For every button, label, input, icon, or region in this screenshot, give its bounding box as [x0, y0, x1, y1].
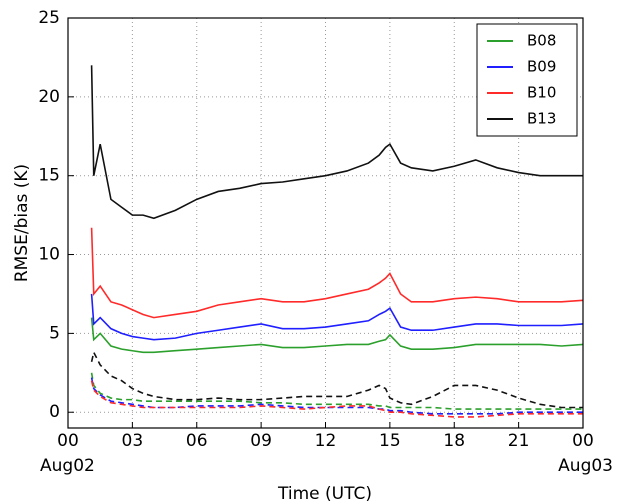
bias-line	[90, 377, 583, 415]
rmse-line	[90, 227, 584, 319]
x-tick-label: 06	[186, 431, 208, 451]
rmse-line	[90, 65, 583, 220]
legend-label: B10	[527, 84, 556, 102]
legend-box	[476, 23, 578, 137]
bias-line	[90, 380, 583, 418]
y-tick-label: 25	[38, 8, 60, 28]
legend-label: B13	[527, 110, 556, 128]
x-axis-label: Time (UTC)	[277, 484, 372, 504]
x-tick-label: 18	[443, 431, 465, 451]
x-date-label: Aug02	[40, 456, 95, 476]
legend-label: B08	[527, 32, 556, 50]
rmse-line	[90, 293, 584, 341]
bias-line	[90, 372, 583, 410]
y-tick-label: 15	[38, 166, 60, 186]
y-tick-label: 5	[49, 323, 60, 343]
y-axis-label: RMSE/bias (K)	[12, 164, 32, 282]
x-tick-label: 15	[379, 431, 401, 451]
x-tick-label: 00	[57, 431, 79, 451]
bias-line	[90, 349, 583, 409]
legend: B08 B09 B10 B13	[476, 23, 578, 137]
y-tick-label: 0	[49, 402, 60, 422]
y-tick-label: 10	[38, 245, 60, 265]
x-date-label: Aug03	[558, 456, 613, 476]
legend-label: B09	[527, 58, 556, 76]
plot-frame	[67, 17, 584, 429]
x-tick-label: 21	[508, 431, 530, 451]
x-tick-label: 09	[250, 431, 272, 451]
x-tick-label: 00	[572, 431, 594, 451]
y-tick-label: 20	[38, 87, 60, 107]
x-tick-label: 03	[122, 431, 144, 451]
rmse-line	[90, 317, 584, 354]
x-tick-label: 12	[315, 431, 337, 451]
